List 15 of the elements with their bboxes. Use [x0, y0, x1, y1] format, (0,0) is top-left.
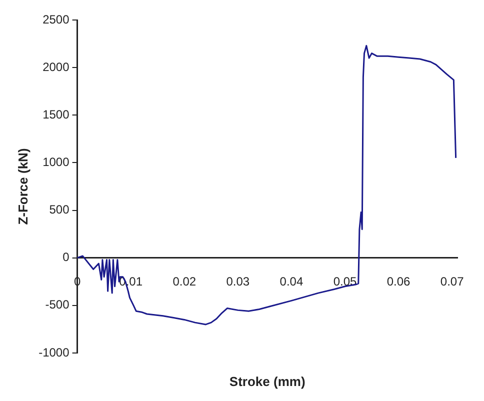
y-tick-label: 1500 [42, 107, 70, 122]
x-axis-title: Stroke (mm) [229, 374, 306, 390]
y-tick-label: 500 [49, 202, 70, 217]
x-tick-label: 0.06 [386, 274, 411, 288]
x-tick-label: 0.04 [280, 274, 304, 288]
x-tick-label: 0.03 [226, 274, 250, 288]
y-axis-title: Z-Force (kN) [15, 148, 30, 225]
y-tick-label: 2500 [42, 12, 70, 26]
y-tick-label: 0 [62, 250, 70, 264]
x-tick-label: 0.02 [172, 274, 196, 288]
y-tick-label: 1000 [42, 155, 70, 170]
x-tick-label: 0.07 [440, 274, 464, 288]
y-tick-label: 2000 [42, 60, 70, 74]
y-tick-label: -500 [45, 298, 70, 312]
y-tick-label: -1000 [38, 345, 70, 360]
